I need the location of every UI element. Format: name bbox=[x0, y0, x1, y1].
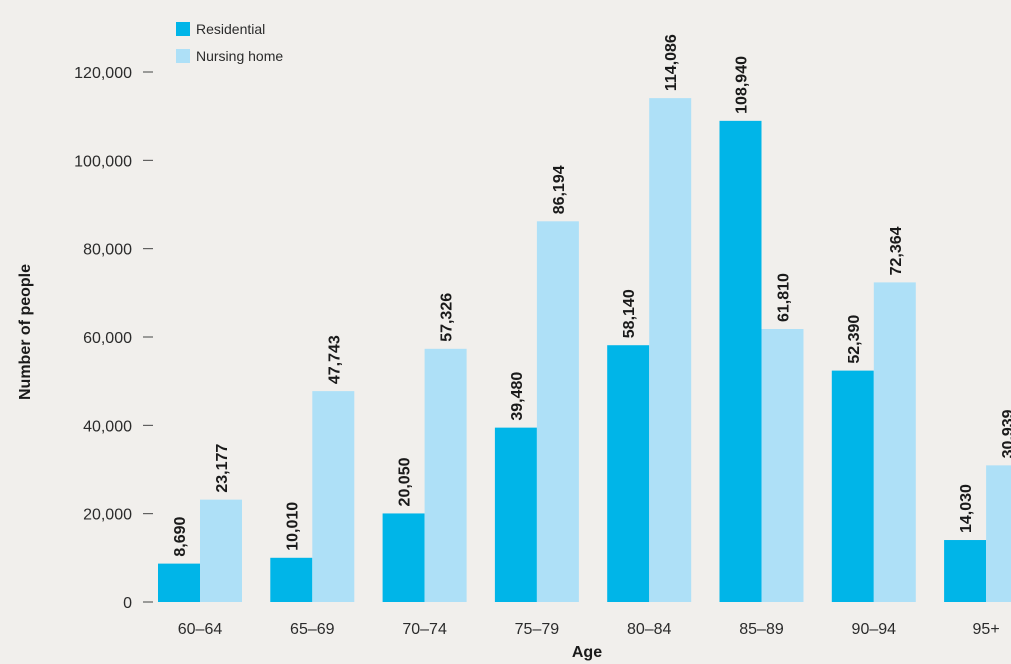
bar-residential bbox=[607, 345, 650, 602]
legend: Residential Nursing home bbox=[176, 21, 283, 64]
data-label: 58,140 bbox=[621, 289, 638, 338]
bar-nursing-home bbox=[986, 465, 1011, 602]
data-label: 72,364 bbox=[888, 226, 905, 275]
x-tick-label: 85–89 bbox=[739, 621, 784, 638]
x-tick-label: 90–94 bbox=[852, 621, 897, 638]
legend-swatch bbox=[176, 22, 190, 36]
x-tick-label: 75–79 bbox=[515, 621, 560, 638]
data-label: 47,743 bbox=[326, 335, 343, 384]
data-label: 20,050 bbox=[397, 457, 414, 506]
data-label: 10,010 bbox=[284, 502, 301, 551]
x-axis: 60–64 65–69 70–74 75–79 80–84 85–89 90–94 95+ bbox=[178, 621, 1000, 638]
y-tick-label: 120,000 bbox=[74, 65, 132, 82]
bar-nursing-home bbox=[649, 98, 692, 602]
bar-residential bbox=[831, 370, 874, 602]
bar-nursing-home bbox=[200, 499, 242, 602]
bar-nursing-home bbox=[873, 282, 916, 602]
x-tick-label: 65–69 bbox=[290, 621, 335, 638]
data-label: 23,177 bbox=[214, 444, 231, 493]
y-axis-title: Number of people bbox=[17, 264, 34, 400]
y-tick-label: 100,000 bbox=[74, 153, 132, 170]
data-label: 39,480 bbox=[509, 372, 526, 421]
x-tick-label: 95+ bbox=[973, 621, 1000, 638]
y-axis: 0 20,000 40,000 60,000 80,000 100,000 120,000 bbox=[74, 65, 153, 612]
data-label: 114,086 bbox=[663, 34, 680, 91]
bar-residential bbox=[158, 563, 200, 602]
bar-residential bbox=[719, 120, 762, 603]
x-tick-label: 60–64 bbox=[178, 621, 223, 638]
data-label: 14,030 bbox=[958, 484, 975, 533]
x-tick-label: 80–84 bbox=[627, 621, 672, 638]
legend-label: Residential bbox=[196, 21, 265, 37]
data-label: 52,390 bbox=[846, 315, 863, 364]
bar-nursing-home bbox=[312, 391, 355, 602]
data-label: 108,940 bbox=[734, 56, 751, 114]
bar-residential bbox=[270, 557, 313, 602]
data-label: 57,326 bbox=[439, 293, 456, 342]
y-tick-label: 80,000 bbox=[83, 242, 132, 259]
data-label: 8,690 bbox=[172, 516, 189, 556]
bar-residential bbox=[382, 513, 425, 602]
bar-residential bbox=[494, 427, 537, 602]
bar-nursing-home bbox=[761, 329, 804, 602]
y-tick-label: 0 bbox=[123, 595, 132, 612]
x-axis-title: Age bbox=[572, 644, 602, 661]
data-label: 86,194 bbox=[551, 165, 568, 214]
x-tick-label: 70–74 bbox=[402, 621, 447, 638]
data-labels: 8,690 23,177 10,010 47,743 20,050 57,326 39,48… bbox=[172, 34, 1011, 557]
y-tick-label: 40,000 bbox=[83, 418, 132, 435]
data-label: 61,810 bbox=[776, 273, 793, 322]
bars bbox=[158, 98, 1011, 603]
legend-swatch bbox=[176, 49, 190, 63]
y-tick-label: 60,000 bbox=[83, 330, 132, 347]
bar-nursing-home bbox=[536, 221, 579, 603]
legend-label: Nursing home bbox=[196, 48, 283, 64]
bar-residential bbox=[944, 540, 987, 602]
data-label: 30,939 bbox=[1000, 409, 1011, 458]
bar-nursing-home bbox=[424, 348, 467, 602]
y-tick-label: 20,000 bbox=[83, 507, 132, 524]
